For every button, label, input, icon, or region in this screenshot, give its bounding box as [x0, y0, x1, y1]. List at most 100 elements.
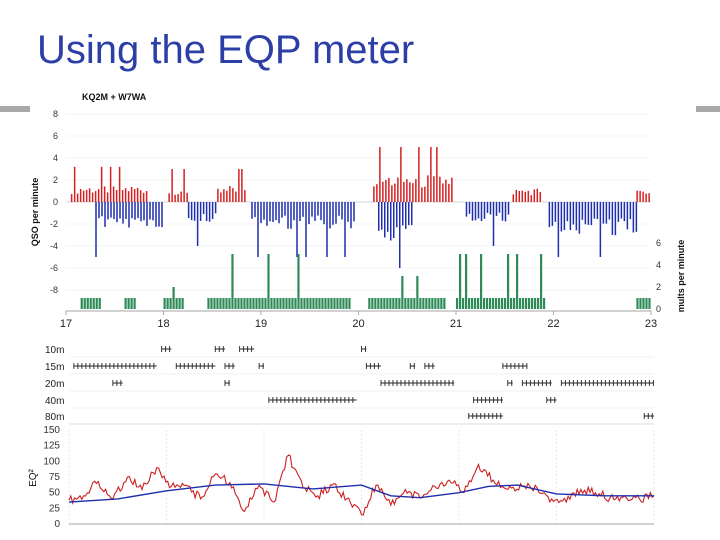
rate-bar-down: [290, 202, 292, 229]
rate-gridlines: [66, 113, 651, 291]
mult-bar: [380, 298, 383, 309]
rate-bar-down: [266, 202, 268, 226]
rate-bar-down: [314, 202, 316, 221]
mult-bar: [543, 298, 546, 309]
mult-bar: [83, 298, 86, 309]
rate-bar-down: [492, 202, 495, 246]
rate-bar-down: [626, 202, 629, 230]
mult-bar: [285, 298, 288, 309]
rate-bar-up: [171, 169, 173, 202]
mult-bar: [534, 298, 537, 309]
rate-bar-up: [97, 189, 100, 202]
mult-bar: [371, 298, 374, 309]
eq2-y-tick-label: 75: [49, 472, 61, 483]
rate-x-tick-label: 17: [60, 318, 72, 330]
rate-bar-up: [91, 192, 94, 202]
mult-bar: [309, 298, 312, 309]
rate-bar-up: [421, 187, 423, 202]
rate-bar-down: [620, 202, 623, 219]
rate-bar-down: [187, 202, 190, 219]
rate-chart-title: KQ2M + W7WA: [82, 92, 147, 102]
rate-y-ticks: 8 6 4 2 0 -2 -4 -6 -8: [50, 109, 58, 295]
rate-bar-up: [400, 147, 402, 202]
rate-bar-up: [445, 179, 447, 202]
rate-bar-down: [137, 202, 139, 219]
rate-bar-down: [635, 202, 638, 232]
rate-bar-up: [103, 186, 106, 202]
mult-bar: [498, 298, 501, 309]
mult-bar: [648, 298, 651, 309]
mult-bar: [383, 298, 386, 309]
rate-bar-down: [113, 202, 115, 220]
mult-bar: [172, 287, 175, 309]
mult-bar: [327, 298, 330, 309]
mult-bar: [318, 298, 321, 309]
mult-bar: [279, 298, 282, 309]
mult-bar: [315, 298, 318, 309]
rate-bar-up: [109, 166, 112, 202]
mults-y-tick-label: 4: [656, 260, 661, 270]
rate-bar-up: [85, 189, 88, 202]
mult-bar: [525, 298, 528, 309]
rate-bar-up: [448, 183, 450, 202]
rate-bar-down: [281, 202, 283, 218]
rate-bar-down: [344, 202, 346, 257]
mult-bar: [419, 298, 422, 309]
rate-bar-down: [107, 202, 109, 220]
rate-bar-down: [501, 202, 504, 221]
mult-bar: [282, 298, 285, 309]
mult-bar: [348, 298, 351, 309]
mult-bar: [501, 298, 504, 309]
rate-bar-down: [566, 202, 569, 222]
mult-bar: [303, 298, 306, 309]
rate-bar-up: [124, 188, 127, 202]
rate-bar-down: [599, 202, 602, 257]
rate-bar-down: [584, 202, 587, 225]
eq2-y-tick-label: 0: [54, 519, 60, 530]
rate-bar-down: [489, 202, 492, 215]
rate-bar-up: [379, 147, 381, 202]
rate-bar-down: [602, 202, 605, 224]
rate-bar-up: [424, 186, 426, 202]
rate-bar-up: [645, 193, 647, 202]
rate-y-tick-label: 4: [53, 153, 58, 163]
rate-bar-up: [177, 194, 179, 202]
rate-bar-up: [112, 186, 115, 202]
mult-bar: [216, 298, 219, 309]
mult-bar: [410, 298, 413, 309]
rate-bar-up: [235, 191, 237, 202]
rate-bar-down: [140, 202, 142, 222]
mult-bar: [261, 298, 264, 309]
rate-bar-down: [617, 202, 620, 222]
rate-bar-down: [119, 202, 121, 219]
rate-bar-up: [139, 190, 142, 202]
mult-bar: [437, 298, 440, 309]
mult-bar: [267, 254, 270, 309]
rate-bar-down: [305, 202, 307, 257]
mults-y-tick-label: 0: [656, 304, 661, 314]
rate-bar-down: [302, 202, 304, 217]
rate-bar-up: [127, 191, 130, 202]
mult-bar: [401, 276, 404, 309]
rate-bar-down: [575, 202, 578, 231]
rate-bar-down: [378, 202, 380, 231]
rate-x-tick-label: 21: [450, 318, 462, 330]
rate-bar-down: [393, 202, 395, 239]
mult-bar: [89, 298, 92, 309]
mult-bar: [513, 298, 516, 309]
rate-bar-down: [629, 202, 632, 220]
mult-bar: [133, 298, 136, 309]
rate-bar-down: [387, 202, 389, 232]
rate-bar-down: [563, 202, 566, 231]
eq2-chart: EQ² 150 125 100 75 50 25 0: [28, 423, 655, 530]
mult-bar: [480, 254, 483, 309]
rate-bar-up: [180, 191, 182, 202]
rate-bar-up: [88, 188, 91, 202]
mult-bar: [471, 298, 474, 309]
rate-bar-up: [241, 169, 243, 202]
rate-bar-up: [415, 179, 417, 202]
mults-y-tick-label: 6: [656, 238, 661, 248]
mult-bar: [368, 298, 371, 309]
mult-bar: [264, 298, 267, 309]
